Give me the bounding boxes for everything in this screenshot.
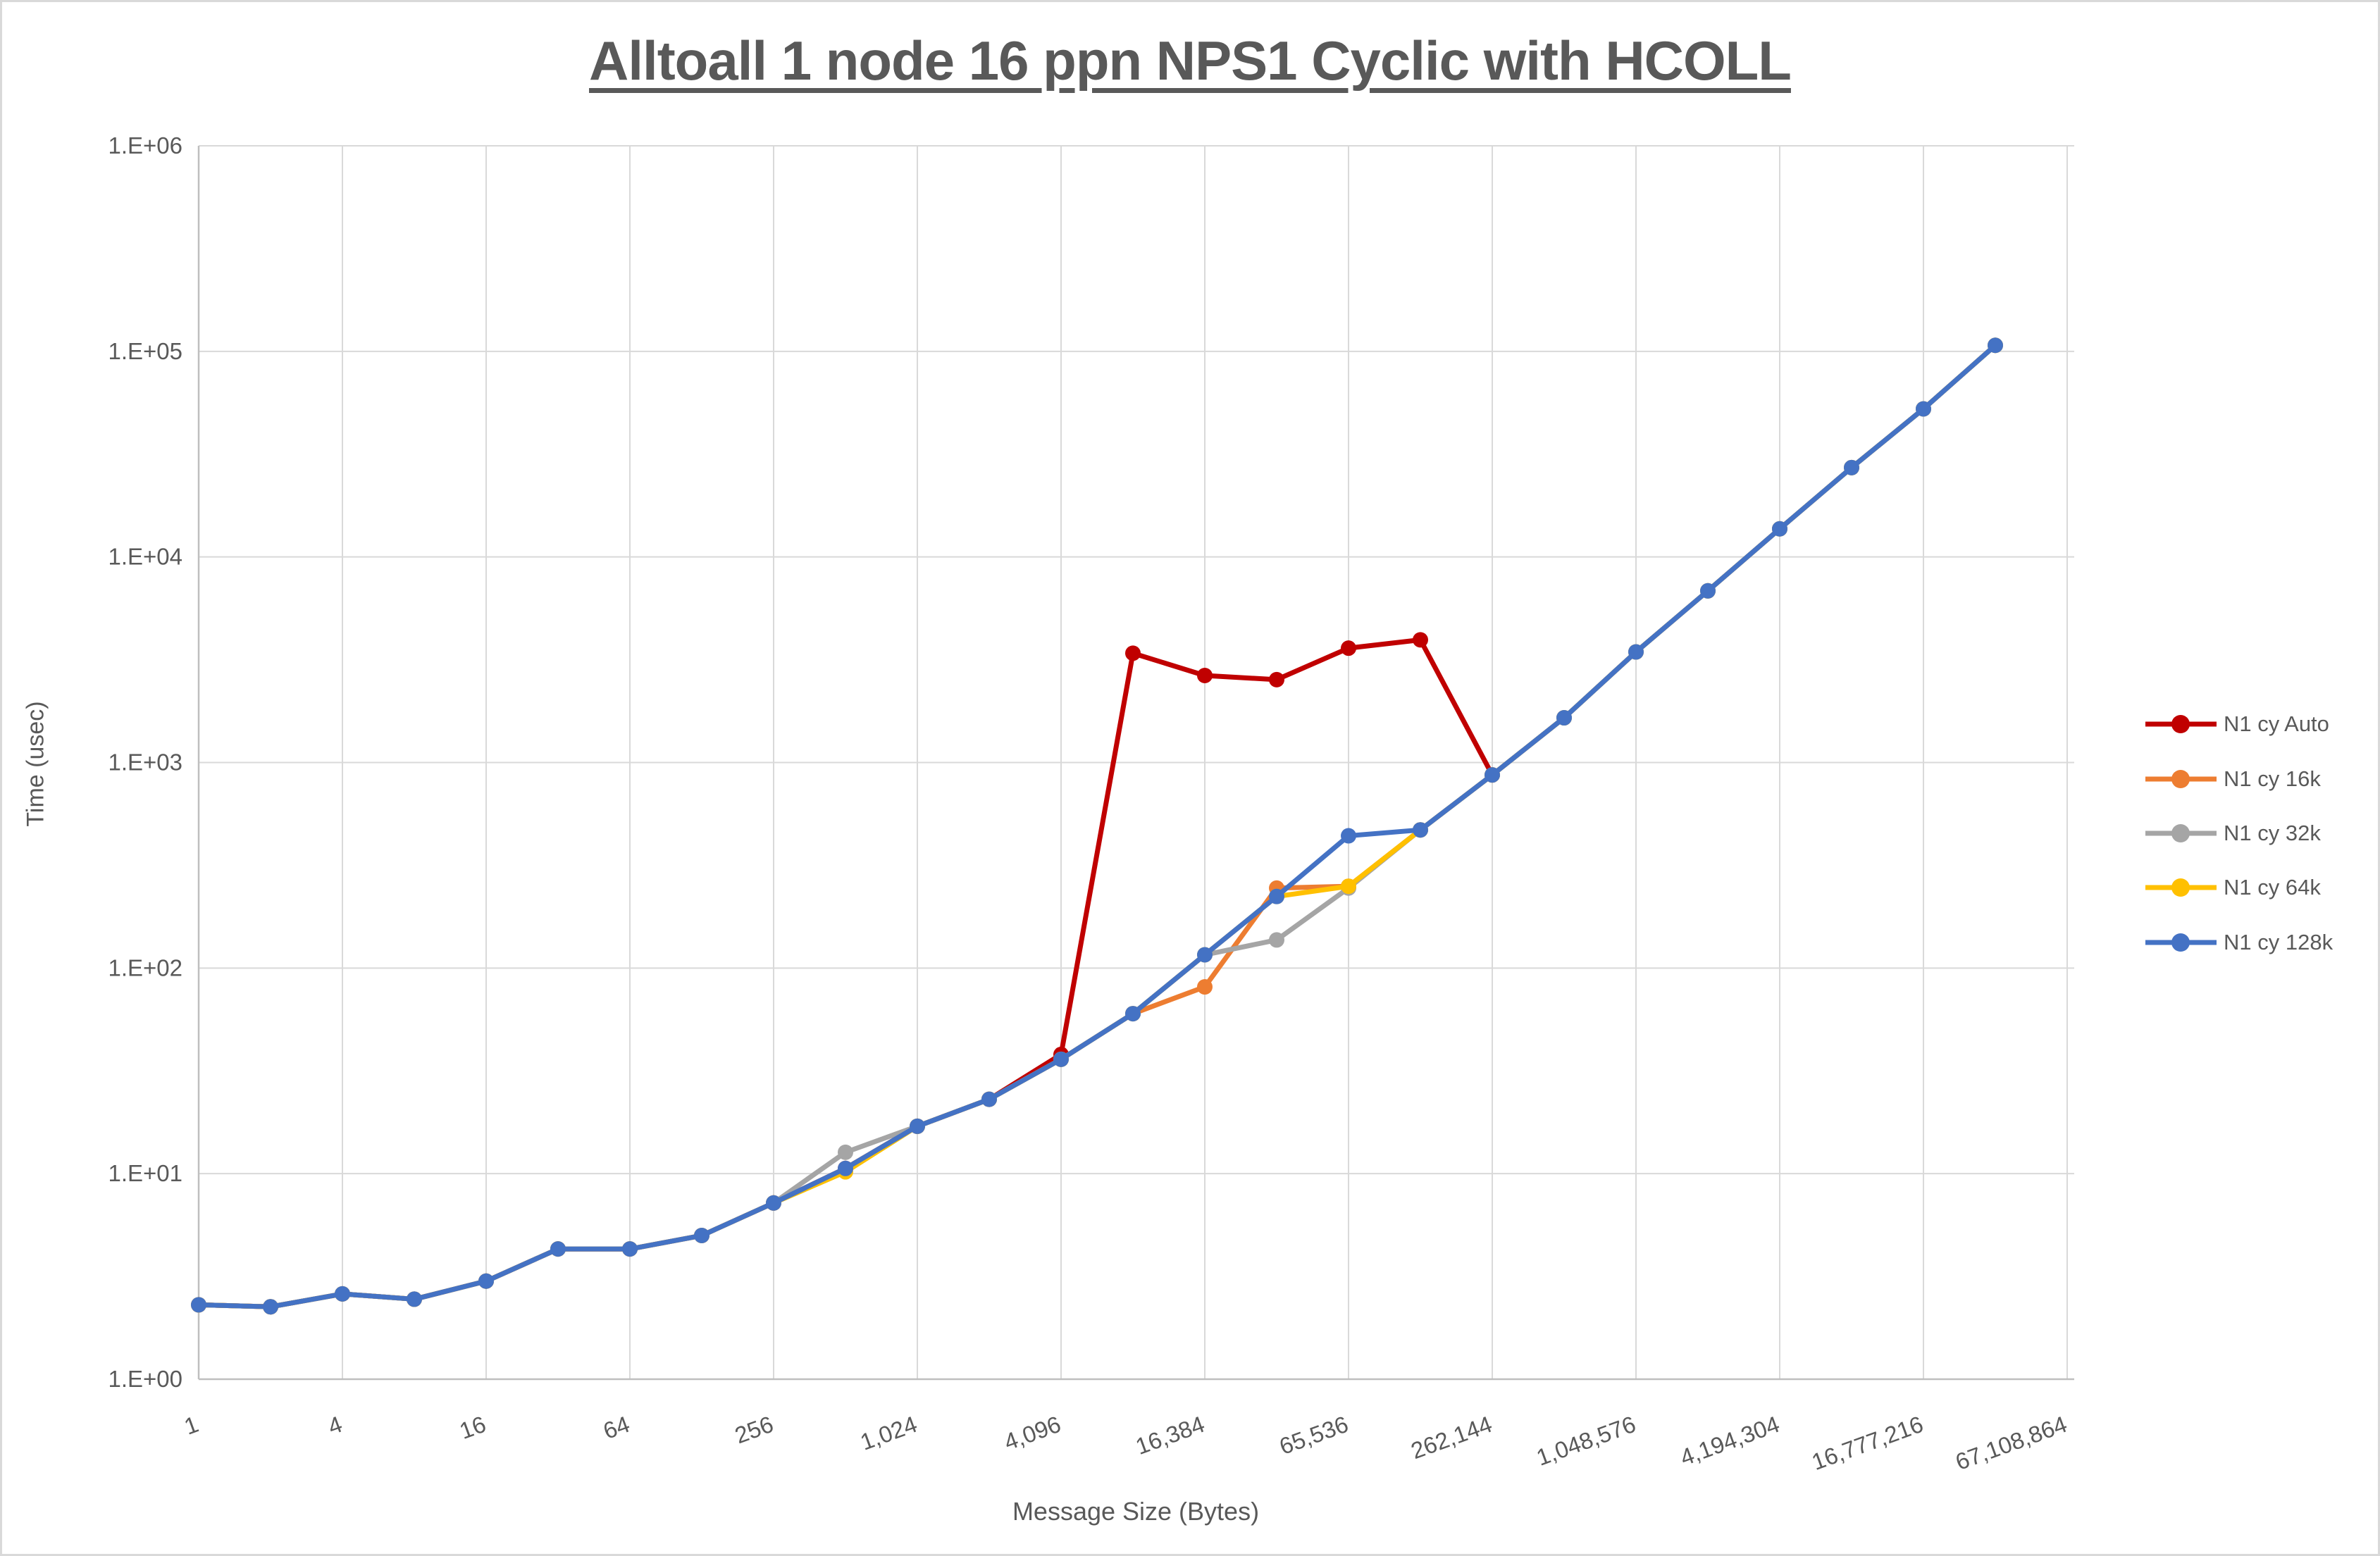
- series-marker-N1-cy-128k: [1341, 828, 1356, 844]
- series-marker-N1-cy-128k: [335, 1286, 350, 1302]
- legend-swatch-icon: [2145, 824, 2217, 842]
- series-line-N1-cy-Auto: [196, 637, 1495, 1309]
- series-marker-N1-cy-128k: [838, 1160, 853, 1176]
- series-marker-N1-cy-128k: [1628, 644, 1644, 660]
- legend-swatch-icon: [2145, 715, 2217, 733]
- series-marker-N1-cy-128k: [1197, 947, 1213, 963]
- x-tick-label: 4,096: [1000, 1411, 1064, 1455]
- legend-label: N1 cy Auto: [2224, 711, 2329, 736]
- series-marker-N1-cy-128k: [1844, 459, 1859, 475]
- legend-item-N1-cy-128k: N1 cy 128k: [2144, 921, 2333, 964]
- series-marker-N1-cy-32k: [838, 1144, 853, 1160]
- chart-title: Alltoall 1 node 16 ppn NPS1 Cyclic with …: [589, 30, 1792, 92]
- series-marker-N1-cy-128k: [263, 1299, 278, 1315]
- series-marker-N1-cy-128k: [1269, 888, 1284, 904]
- series-marker-N1-cy-128k: [1485, 767, 1500, 783]
- series-marker-N1-cy-128k: [694, 1228, 709, 1244]
- x-tick-label: 16,777,216: [1809, 1411, 1927, 1475]
- series-marker-N1-cy-64k: [1341, 878, 1356, 895]
- series-marker-N1-cy-128k: [1125, 1006, 1141, 1022]
- series-marker-N1-cy-128k: [478, 1273, 494, 1289]
- y-tick-label: 1.E+02: [108, 954, 182, 981]
- series-marker-N1-cy-128k: [1988, 337, 2003, 354]
- series-marker-N1-cy-128k: [1053, 1051, 1069, 1067]
- series-marker-N1-cy-Auto: [1125, 645, 1141, 661]
- y-tick-label: 1.E+01: [108, 1160, 182, 1186]
- series-marker-N1-cy-Auto: [1341, 640, 1356, 656]
- legend-swatch-icon: [2145, 878, 2217, 897]
- series-marker-N1-cy-32k: [1269, 932, 1284, 948]
- legend-item-N1-cy-16k: N1 cy 16k: [2144, 758, 2321, 800]
- series-marker-N1-cy-Auto: [1269, 671, 1284, 687]
- series-marker-N1-cy-Auto: [1197, 667, 1213, 683]
- series-marker-N1-cy-128k: [1772, 521, 1787, 537]
- legend-label: N1 cy 128k: [2224, 930, 2333, 954]
- series-line-N1-cy-128k: [196, 342, 1998, 1309]
- x-tick-label: 16,384: [1132, 1411, 1208, 1459]
- series-marker-N1-cy-128k: [1916, 401, 1931, 417]
- series-line-N1-cy-16k: [196, 342, 1998, 1309]
- x-tick-label: 67,108,864: [1952, 1411, 2071, 1475]
- x-tick-label: 1: [180, 1411, 202, 1440]
- series-line-N1-cy-64k: [196, 342, 1998, 1309]
- y-tick-label: 1.E+06: [108, 132, 182, 158]
- x-axis-title: Message Size (Bytes): [1012, 1497, 1260, 1526]
- series-marker-N1-cy-128k: [407, 1291, 422, 1307]
- series-marker-N1-cy-128k: [191, 1297, 206, 1313]
- series-marker-N1-cy-128k: [1556, 710, 1572, 726]
- x-tick-label: 64: [600, 1411, 633, 1444]
- legend-swatch-icon: [2145, 933, 2217, 952]
- legend-swatch-icon: [2145, 770, 2217, 788]
- series-marker-N1-cy-Auto: [1413, 632, 1428, 648]
- x-tick-label: 4,194,304: [1677, 1411, 1783, 1471]
- series-marker-N1-cy-16k: [1197, 979, 1213, 995]
- x-tick-label: 4: [324, 1411, 345, 1440]
- series-marker-N1-cy-128k: [981, 1091, 997, 1107]
- series-marker-N1-cy-128k: [550, 1241, 566, 1257]
- legend-item-N1-cy-64k: N1 cy 64k: [2144, 866, 2321, 909]
- series-marker-N1-cy-128k: [766, 1195, 781, 1211]
- y-tick-label: 1.E+05: [108, 338, 182, 364]
- series-marker-N1-cy-128k: [910, 1118, 925, 1134]
- legend-label: N1 cy 64k: [2224, 875, 2321, 900]
- legend-label: N1 cy 16k: [2224, 766, 2321, 791]
- x-tick-label: 16: [456, 1411, 489, 1444]
- legend-item-N1-cy-Auto: N1 cy Auto: [2144, 703, 2329, 745]
- legend-item-N1-cy-32k: N1 cy 32k: [2144, 812, 2321, 854]
- series-marker-N1-cy-128k: [622, 1241, 638, 1257]
- x-tick-label: 262,144: [1408, 1411, 1496, 1464]
- series-line-N1-cy-32k: [196, 342, 1998, 1309]
- y-tick-label: 1.E+03: [108, 749, 182, 776]
- y-tick-label: 1.E+00: [108, 1366, 182, 1392]
- x-tick-label: 256: [731, 1411, 776, 1449]
- x-tick-label: 65,536: [1276, 1411, 1352, 1459]
- series-marker-N1-cy-128k: [1700, 583, 1716, 599]
- x-tick-label: 1,048,576: [1533, 1411, 1640, 1471]
- y-tick-label: 1.E+04: [108, 544, 182, 570]
- legend-label: N1 cy 32k: [2224, 821, 2321, 845]
- x-tick-label: 1,024: [857, 1411, 920, 1455]
- series-marker-N1-cy-128k: [1413, 822, 1428, 838]
